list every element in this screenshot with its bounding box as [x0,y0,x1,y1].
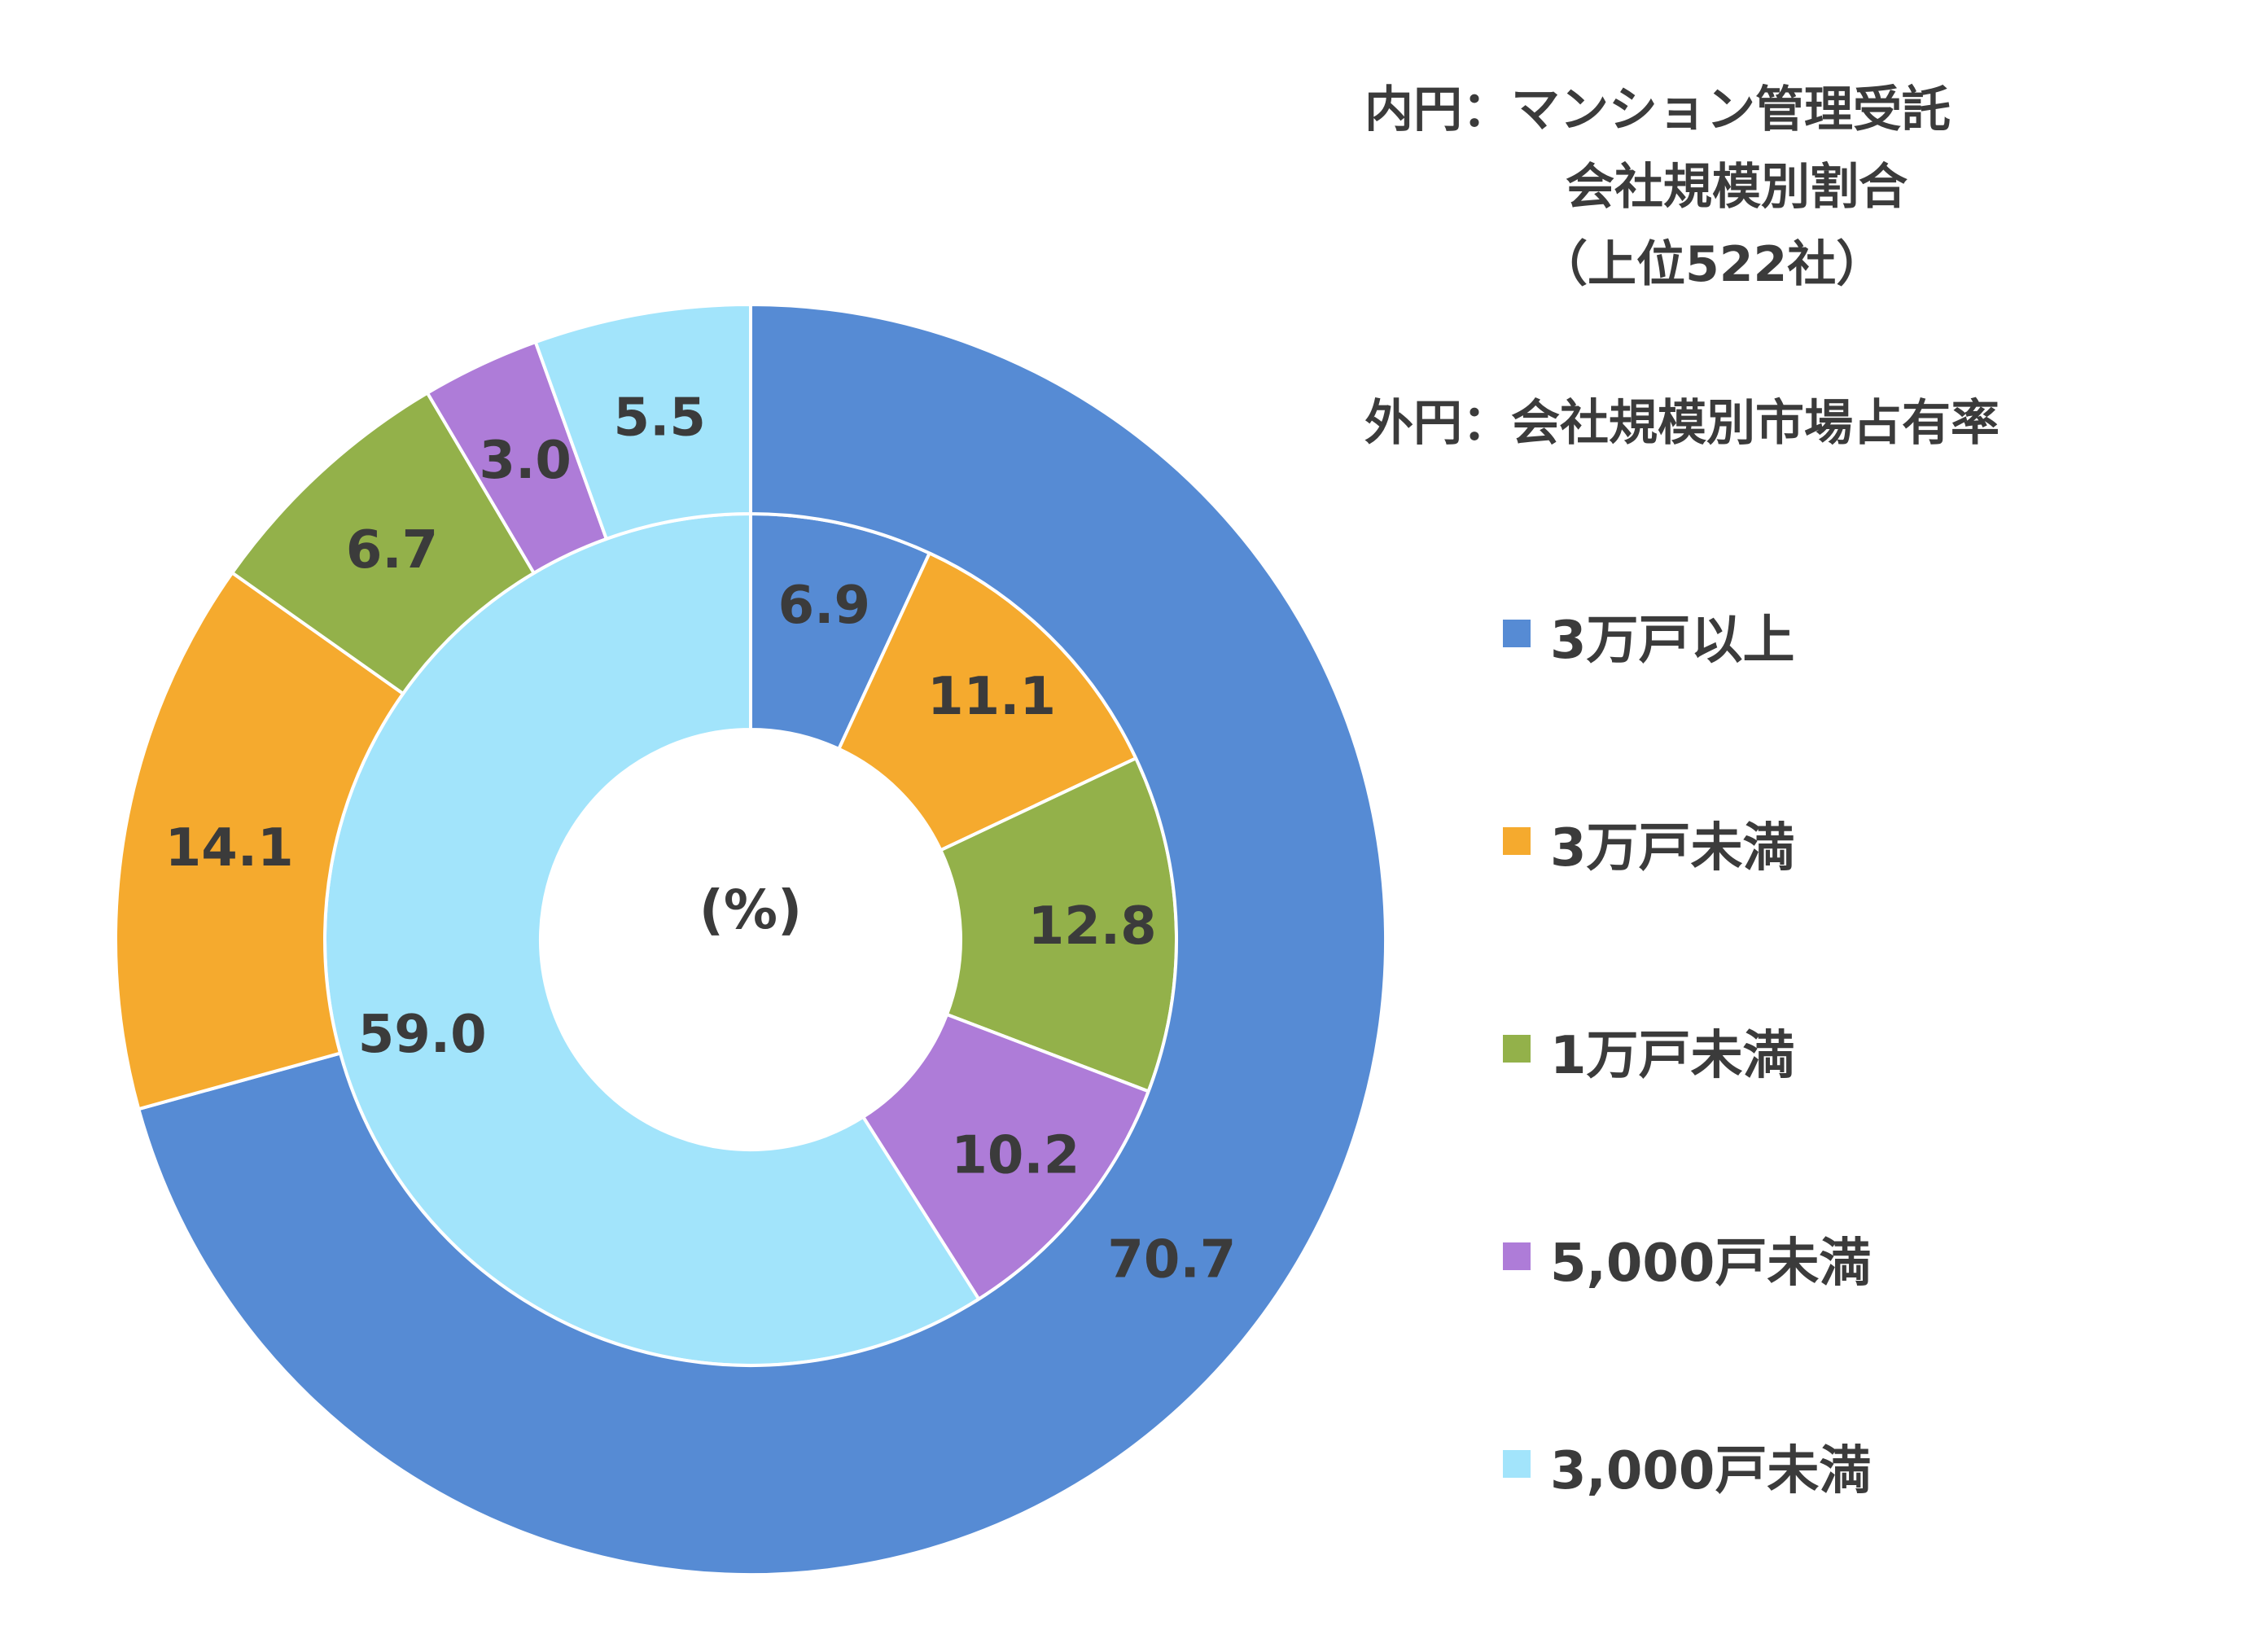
outer-ring-note: 外円：会社規模別市場占有率 [1364,395,2000,452]
unit-label: (%) [699,879,802,941]
legend-swatch [1503,1242,1531,1270]
ring-notes: 内円：マンション管理受託 会社規模別割合 （上位522社） 外円：会社規模別市場… [1364,81,2000,452]
inner-slice-label-3: 10.2 [951,1126,1080,1186]
inner-slice-label-1: 11.1 [927,667,1056,727]
legend-item: 1万戸未満 [1503,1026,1795,1086]
legend-label: 3万戸以上 [1550,611,1795,671]
legend-swatch [1503,620,1531,647]
legend-label: 3,000戸未満 [1550,1441,1871,1501]
inner-ring-note-line3: （上位522社） [1539,236,1885,293]
inner-ring-note: 内円：マンション管理受託 [1364,81,1951,138]
outer-slice-0 [136,302,1387,1576]
outer-slice-4 [533,302,752,541]
legend-label: 3万戸未満 [1550,818,1795,879]
inner-slice-label-2: 12.8 [1028,896,1157,957]
inner-slice-label-0: 6.9 [778,576,870,636]
chart-legend: 3万戸以上 3万戸未満 1万戸未満 5,000戸未満 3,000戸未満 [1503,611,1871,1501]
outer-slice-label-2: 6.7 [346,520,438,581]
outer-slice-label-3: 3.0 [480,431,572,491]
legend-swatch [1503,827,1531,855]
legend-swatch [1503,1035,1531,1063]
inner-slice-label-4: 59.0 [358,1005,487,1065]
legend-item: 3,000戸未満 [1503,1441,1871,1501]
outer-slice-label-1: 14.1 [165,818,294,879]
legend-item: 3万戸未満 [1503,818,1795,879]
legend-label: 5,000戸未満 [1550,1234,1871,1294]
outer-slice-label-0: 70.7 [1107,1230,1236,1290]
chart-slice-labels: 6.9 11.1 12.8 10.2 59.0 70.7 14.1 6.7 3.0 5.5 [165,388,1237,1290]
legend-item: 5,000戸未満 [1503,1234,1871,1294]
outer-slice-1 [114,570,405,1111]
legend-item: 3万戸以上 [1503,611,1795,671]
legend-label: 1万戸未満 [1550,1026,1795,1086]
legend-swatch [1503,1450,1531,1478]
outer-slice-label-4: 5.5 [614,388,706,449]
chart-slices [114,302,1387,1576]
inner-ring-note-line2: 会社規模別割合 [1566,159,1908,216]
